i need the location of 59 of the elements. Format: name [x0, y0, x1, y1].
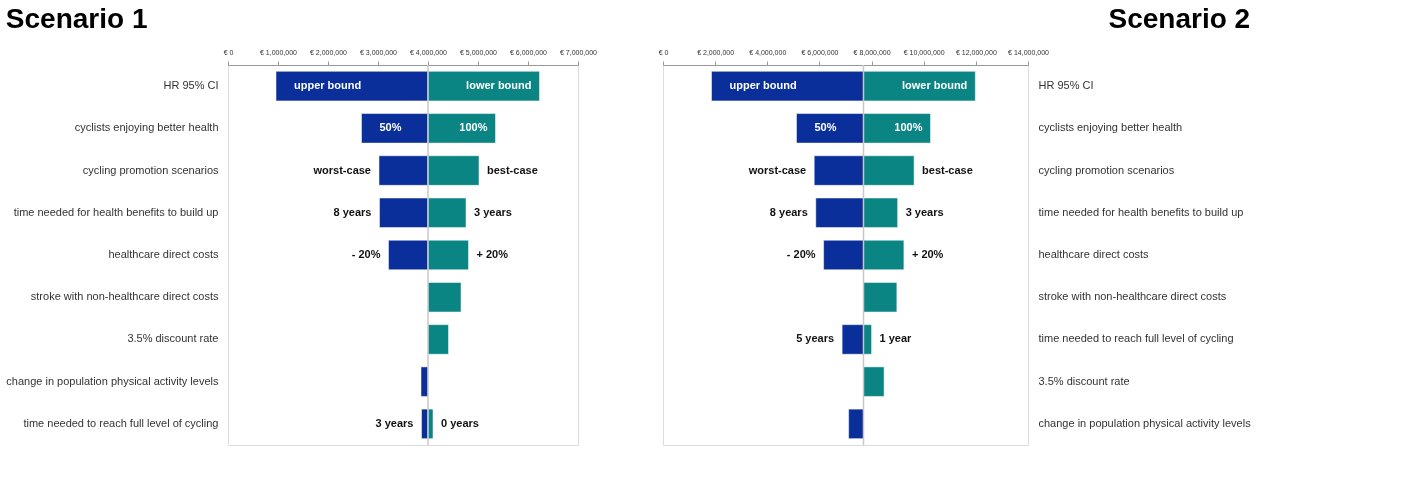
annotation: + 20%: [911, 248, 944, 260]
bar: [427, 71, 540, 102]
annotation: 8 years: [769, 205, 808, 218]
annotation: 5 years: [796, 332, 835, 345]
y-tick-label: 3.5% discount rate: [127, 332, 219, 345]
annotation: 1 year: [879, 332, 913, 345]
bar: [427, 113, 496, 144]
annotation: lower bound: [901, 79, 968, 92]
bar: [863, 282, 898, 313]
bar: [275, 71, 429, 102]
annotation: 100%: [894, 121, 923, 134]
bar: [427, 155, 480, 186]
bar: [863, 366, 885, 397]
text: Scenario 2: [1108, 3, 1251, 34]
bar: [427, 282, 462, 313]
bar: [388, 239, 429, 271]
bar: [427, 197, 467, 228]
bar: [427, 239, 469, 271]
annotation: 50%: [814, 121, 837, 134]
annotation: best-case: [922, 163, 973, 176]
y-tick-label: HR 95% CI: [163, 79, 219, 92]
y-tick-label: stroke with non-healthcare direct costs: [1038, 290, 1227, 303]
annotation: worst-case: [747, 163, 807, 176]
annotation: - 20%: [786, 248, 816, 260]
annotation: worst-case: [312, 163, 371, 176]
annotation: upper bound: [729, 79, 797, 92]
bar: [378, 155, 429, 186]
y-tick-label: HR 95% CI: [1038, 79, 1094, 92]
annotation: 50%: [379, 121, 402, 134]
y-tick-label: healthcare direct costs: [1038, 248, 1150, 260]
y-tick-label: time needed for health benefits to build up: [13, 205, 219, 218]
y-tick-label: 3.5% discount rate: [1038, 374, 1130, 387]
annotation: lower bound: [466, 79, 532, 92]
annotation: + 20%: [476, 248, 509, 260]
annotation: upper bound: [294, 79, 362, 92]
bar: [361, 113, 429, 144]
bar: [848, 408, 864, 439]
annotation: best-case: [487, 163, 538, 176]
y-tick-label: time needed for health benefits to build up: [1038, 205, 1244, 218]
y-tick-label: cyclists enjoying better health: [1038, 121, 1183, 134]
y-tick-label: healthcare direct costs: [108, 248, 219, 260]
y-tick-label: time needed to reach full level of cycling: [1038, 332, 1234, 345]
bar: [427, 324, 449, 355]
annotation: 0 years: [441, 416, 479, 429]
y-tick-label: time needed to reach full level of cycling: [23, 416, 219, 429]
annotation: 3 years: [375, 416, 414, 429]
y-tick-label: cyclists enjoying better health: [74, 121, 219, 134]
chart-title: Scenario 1: [5, 3, 148, 34]
annotation: 100%: [459, 121, 488, 134]
y-tick-label: cycling promotion scenarios: [82, 163, 219, 176]
y-tick-label: cycling promotion scenarios: [1038, 163, 1175, 176]
annotation: 3 years: [905, 205, 944, 218]
annotation: 8 years: [333, 205, 372, 218]
annotation: - 20%: [351, 248, 381, 260]
y-tick-label: change in population physical activity levels: [1038, 416, 1252, 429]
y-tick-label: change in population physical activity levels: [6, 374, 219, 387]
bar: [379, 197, 429, 228]
y-tick-label: stroke with non-healthcare direct costs: [30, 290, 219, 303]
annotation: 3 years: [474, 205, 512, 218]
